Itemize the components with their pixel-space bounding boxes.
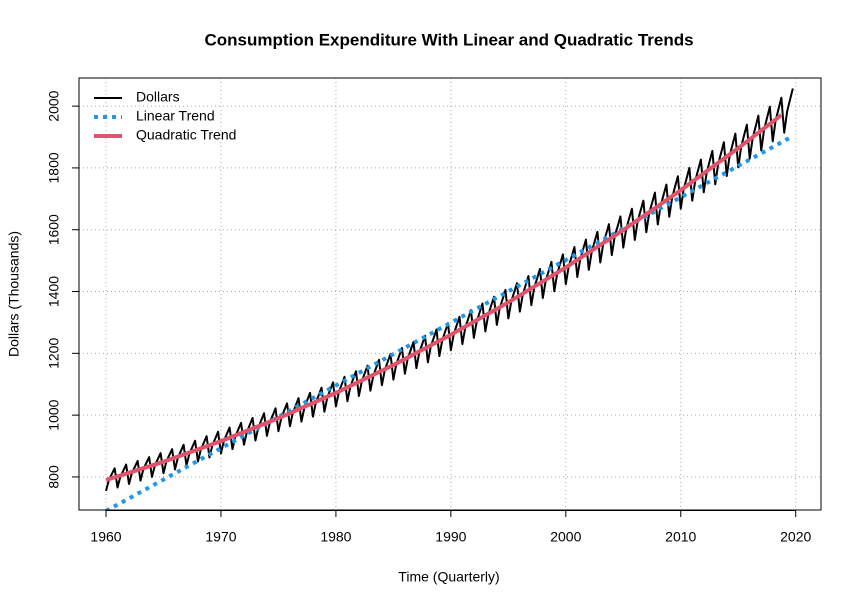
x-tick-label: 1980	[320, 529, 351, 545]
y-tick-label: 800	[46, 465, 62, 489]
legend-label: Linear Trend	[136, 108, 215, 124]
x-tick-label: 1960	[90, 529, 121, 545]
y-tick-label: 1200	[46, 338, 62, 369]
legend-label: Dollars	[136, 89, 180, 105]
y-tick-label: 1800	[46, 152, 62, 183]
y-tick-label: 1000	[46, 399, 62, 430]
y-tick-label: 1600	[46, 214, 62, 245]
y-axis-label: Dollars (Thousands)	[6, 231, 22, 357]
legend-label: Quadratic Trend	[136, 127, 236, 143]
x-tick-label: 2020	[780, 529, 811, 545]
x-tick-label: 1990	[435, 529, 466, 545]
x-axis-label: Time (Quarterly)	[398, 569, 499, 585]
x-tick-label: 1970	[205, 529, 236, 545]
y-tick-label: 1400	[46, 276, 62, 307]
x-tick-label: 2010	[665, 529, 696, 545]
chart-title: Consumption Expenditure With Linear and …	[204, 30, 693, 49]
plot-frame	[78, 77, 822, 511]
y-tick-label: 2000	[46, 90, 62, 121]
x-tick-label: 2000	[550, 529, 581, 545]
series-line	[105, 113, 783, 482]
